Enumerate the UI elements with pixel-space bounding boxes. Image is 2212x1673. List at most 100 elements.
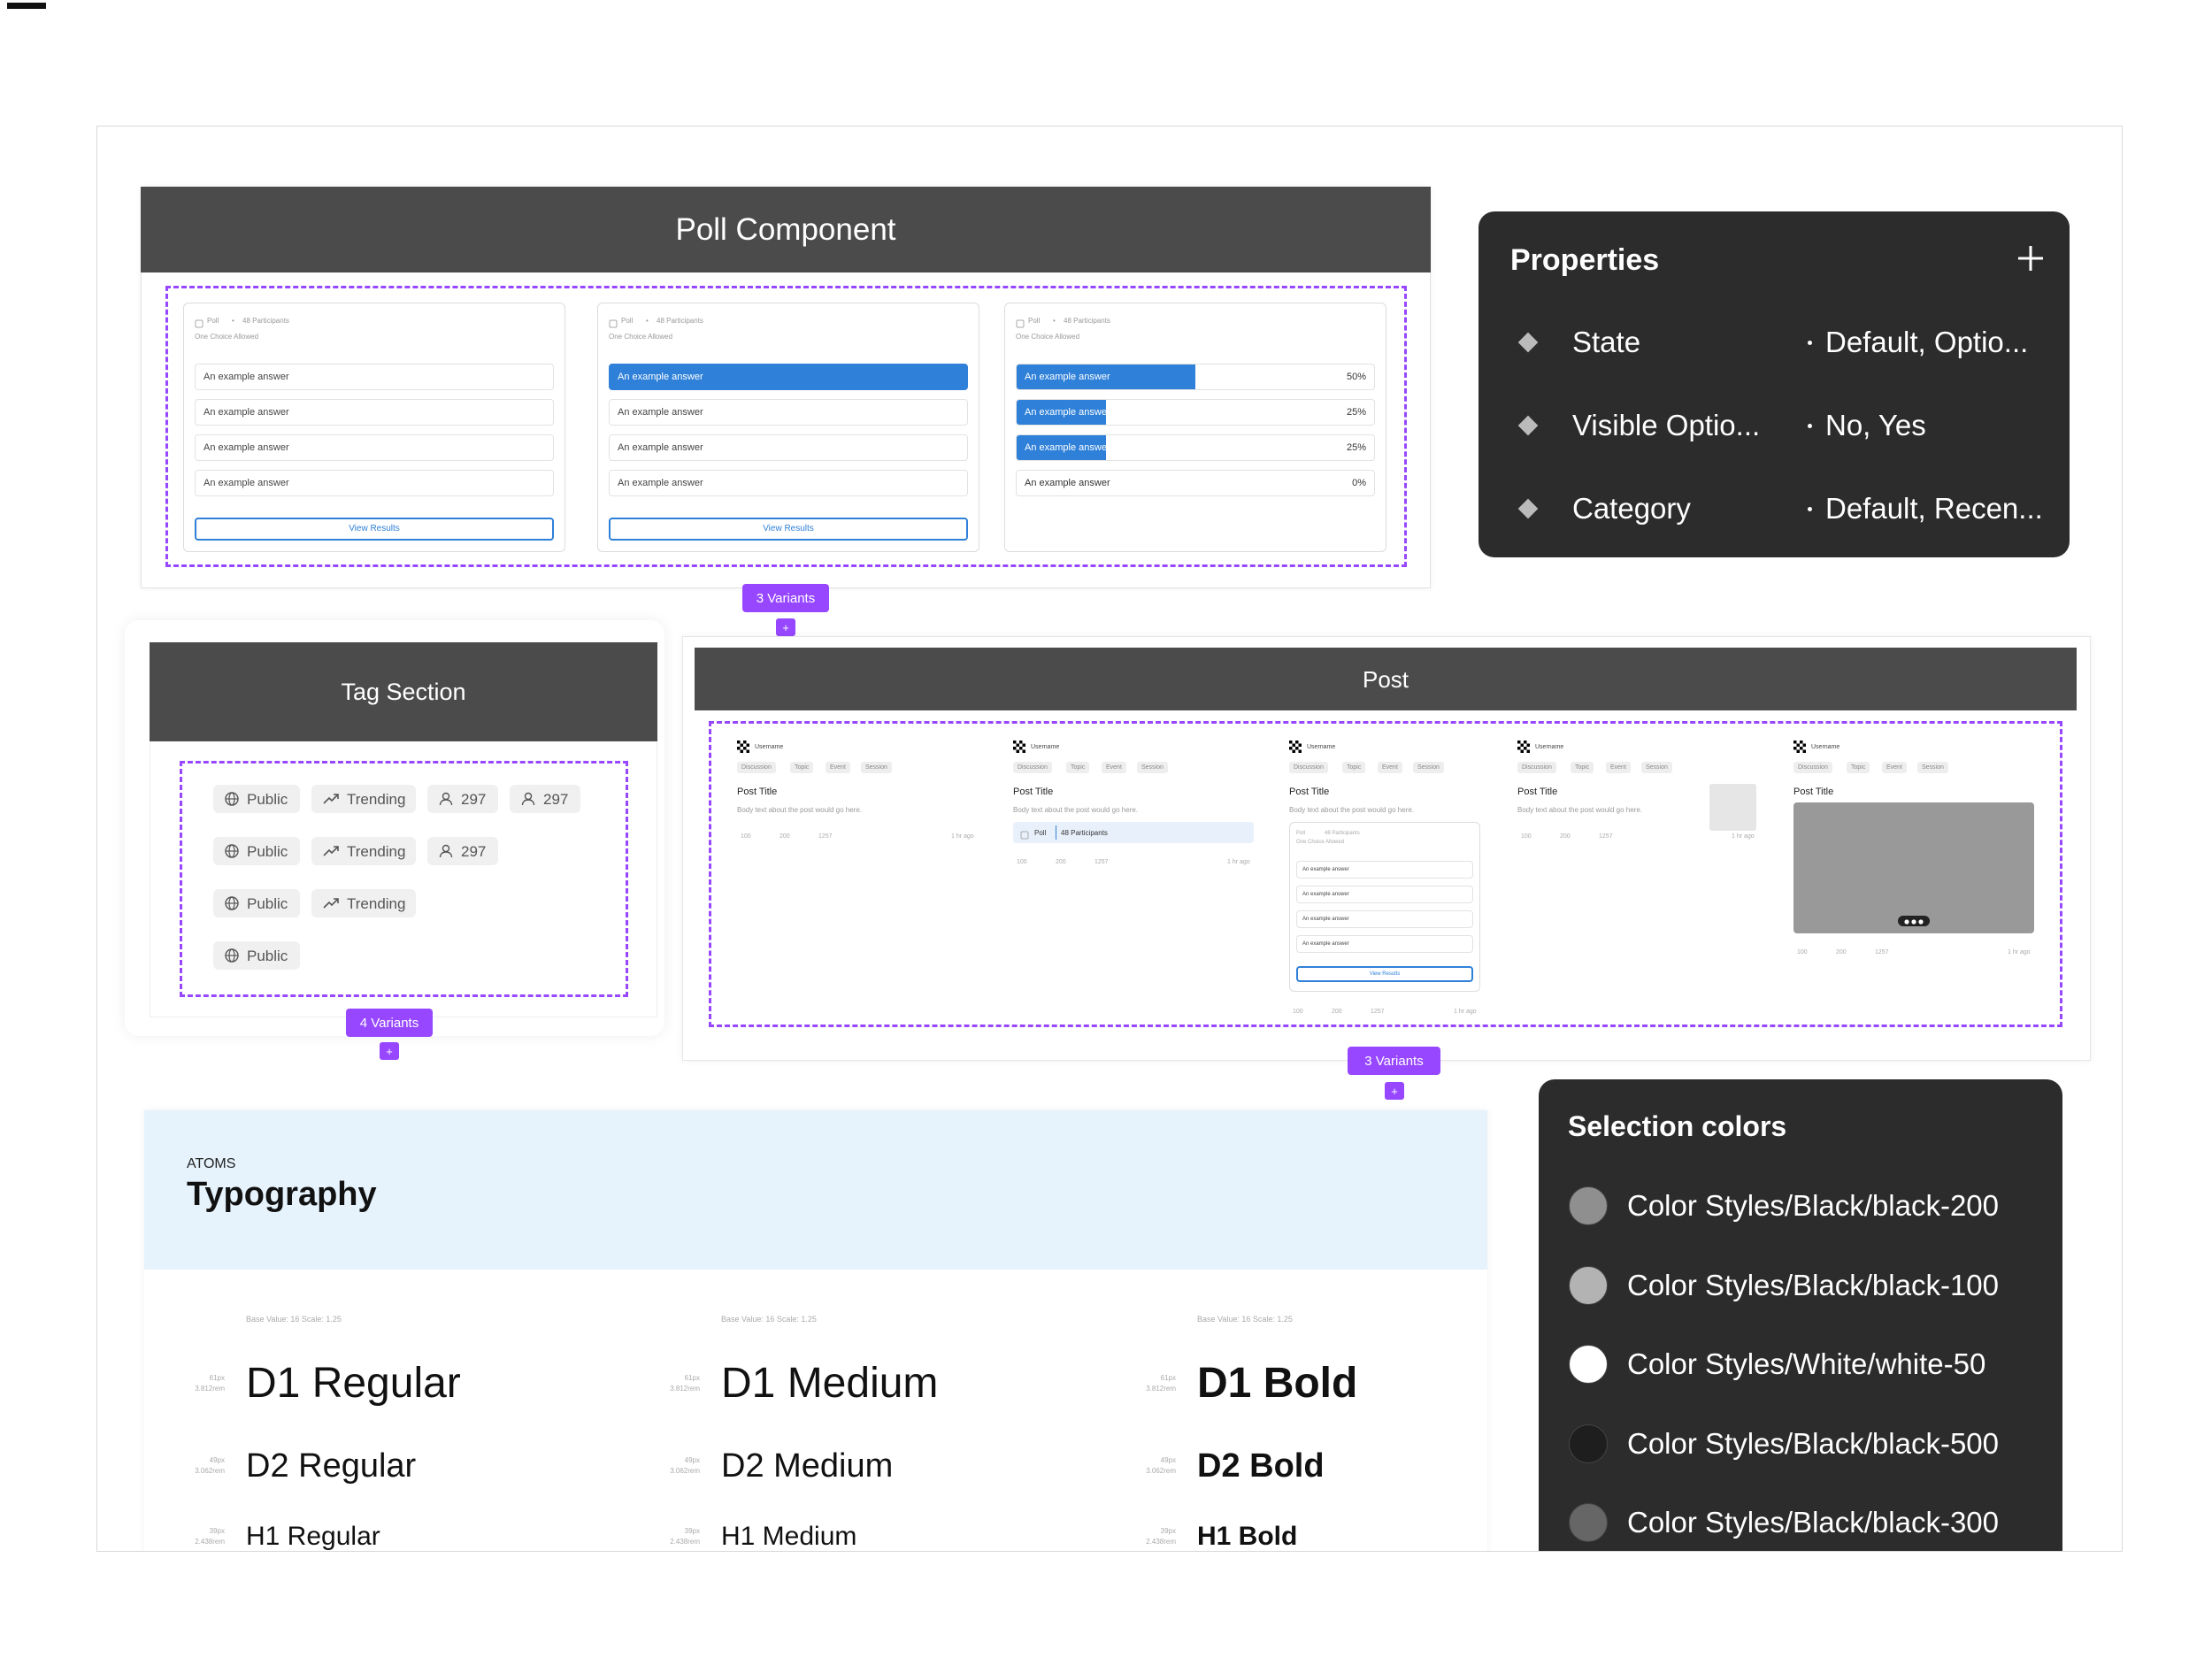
color-name: Color Styles/Black/black-500 <box>1627 1426 2000 1460</box>
post-stat: 200 <box>1332 1009 1342 1015</box>
variants-badge: 3 Variants <box>1348 1047 1440 1075</box>
post-stat: 200 <box>1836 949 1847 955</box>
result-fill <box>1017 400 1106 425</box>
properties-title: Properties <box>1510 243 1660 277</box>
post-stat: 100 <box>741 833 751 840</box>
poll-answer: An example answer <box>195 470 554 496</box>
tag-label: Public <box>247 894 288 912</box>
poll-icon <box>1016 317 1025 328</box>
post-username: Username <box>1535 744 1564 750</box>
mini-poll <box>1289 822 1480 992</box>
toolbar-marker <box>7 3 46 9</box>
property-value: Default, Optio... <box>1825 326 2029 358</box>
type-px: 49px <box>209 1456 225 1464</box>
avatar <box>1793 741 1806 753</box>
view-results-button: View Results <box>195 518 554 541</box>
color-name: Color Styles/Black/black-200 <box>1627 1189 2000 1222</box>
property-dot <box>1808 507 1812 511</box>
variant-frame <box>709 721 2062 1027</box>
post-stat: 1257 <box>1094 859 1109 865</box>
post-tag: Topic <box>1847 762 1870 773</box>
result-percent: 0% <box>1352 478 1366 488</box>
poll-answer: An example answer 50% <box>1016 364 1375 390</box>
tag-chip: Public <box>213 785 300 813</box>
color-name: Color Styles/White/white-50 <box>1627 1347 1986 1380</box>
poll-answer: An example answer 25% <box>1016 434 1375 461</box>
typography-header <box>144 1110 1487 1270</box>
poll-answer: An example answer <box>1296 910 1473 928</box>
poll-participants: 48 Participants <box>242 317 289 325</box>
poll-icon <box>1020 828 1029 840</box>
post-tag: Event <box>1102 762 1126 773</box>
post-tag: Topic <box>790 762 814 773</box>
poll-answer-text: An example answer <box>618 407 703 418</box>
canvas-frame: Poll Component Poll • 48 Participants One Ch… <box>96 126 2123 1552</box>
post-body: Body text about the post would go here. <box>737 806 862 814</box>
post-tag: Session <box>861 762 892 773</box>
tag-label: Trending <box>347 842 406 860</box>
poll-answer-text: An example answer <box>618 478 703 488</box>
post-stat: 200 <box>1560 833 1571 840</box>
color-swatch <box>1569 1265 1608 1305</box>
view-results-button: View Results <box>1296 966 1473 982</box>
post-body: Body text about the post would go here. <box>1289 806 1414 814</box>
post-image <box>1793 802 2034 933</box>
poll-answer-text: An example answer <box>1025 442 1110 453</box>
post-title: Post Title <box>1793 787 1834 797</box>
variants-badge: 3 Variants <box>742 584 829 612</box>
selection-colors-title: Selection colors <box>1568 1110 1787 1142</box>
poll-answer: An example answer 0% <box>1016 470 1375 496</box>
type-rem: 3.812rem <box>1146 1385 1176 1393</box>
tag-chip: Trending <box>311 889 416 917</box>
post-tag: Discussion <box>1517 762 1556 773</box>
property-dot <box>1808 424 1812 428</box>
type-sample: D2 Bold <box>1197 1447 1325 1485</box>
poll-answer: An example answer <box>609 399 968 426</box>
add-variant: + <box>380 1042 399 1060</box>
post-time: 1 hr ago <box>1732 833 1755 840</box>
poll-answer: An example answer <box>1296 861 1473 879</box>
type-rem: 3.062rem <box>670 1467 700 1475</box>
post-time: 1 hr ago <box>951 833 974 840</box>
result-percent: 25% <box>1346 407 1366 418</box>
avatar <box>1013 741 1025 753</box>
poll-rule: One Choice Allowed <box>609 333 673 341</box>
poll-card <box>1004 303 1386 552</box>
tag-label: Public <box>247 947 288 964</box>
post-title: Post Title <box>1289 787 1330 797</box>
add-variant: + <box>1385 1082 1404 1100</box>
poll-header: Poll Component <box>141 187 1431 272</box>
post-stat: 1257 <box>1599 833 1613 840</box>
type-meta: Base Value: 16 Scale: 1.25 <box>1197 1315 1293 1324</box>
tag-label: Trending <box>347 790 406 808</box>
poll-participants: 48 Participants <box>1325 831 1360 836</box>
post-tag: Session <box>1413 762 1444 773</box>
tag-label: 297 <box>461 790 487 808</box>
tag-chip: 297 <box>427 785 498 813</box>
variant-frame <box>165 286 1407 567</box>
tag-chip: Public <box>213 889 300 917</box>
color-swatch <box>1569 1503 1608 1542</box>
variants-badge: 4 Variants <box>346 1009 433 1037</box>
type-sample: D2 Regular <box>246 1447 417 1485</box>
type-sample: H1 Bold <box>1197 1522 1298 1551</box>
color-name: Color Styles/Black/black-300 <box>1627 1506 2000 1539</box>
property-icon <box>1515 495 1541 522</box>
type-px: 61px <box>684 1374 700 1382</box>
poll-type: Poll <box>1034 829 1047 837</box>
type-meta: Base Value: 16 Scale: 1.25 <box>721 1315 817 1324</box>
tag-label: Public <box>247 842 288 860</box>
properties-panel <box>1479 211 2070 557</box>
poll-participants: 48 Participants <box>1061 829 1108 837</box>
tag-label: 297 <box>543 790 569 808</box>
post-tag: Discussion <box>1793 762 1832 773</box>
poll-participants: 48 Participants <box>657 317 703 325</box>
tag-chip: Trending <box>311 837 416 865</box>
poll-answer: An example answer <box>195 399 554 426</box>
post-stat: 1257 <box>1875 949 1889 955</box>
type-px: 39px <box>209 1527 225 1535</box>
color-swatch <box>1569 1424 1608 1463</box>
typography-label: ATOMS <box>187 1156 236 1171</box>
tag-label: Trending <box>347 894 406 912</box>
